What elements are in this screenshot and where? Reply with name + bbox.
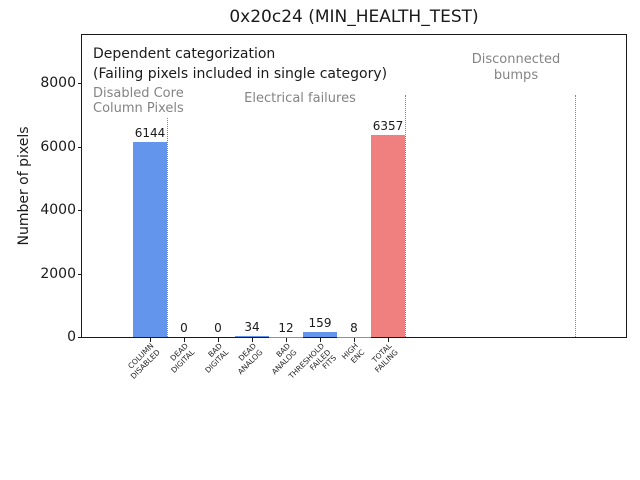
x-tick-mark (286, 338, 287, 342)
separator-line-1 (405, 95, 406, 337)
bar-value-label: 34 (244, 319, 260, 334)
bar-dead-analog (235, 335, 269, 337)
x-tick-mark (354, 338, 355, 342)
x-tick-mark (252, 338, 253, 342)
bar-value-label: 0 (180, 321, 188, 335)
bar-value-label: 6357 (372, 119, 404, 134)
bar-total-failing (371, 135, 405, 337)
y-tick-mark (78, 337, 82, 338)
x-tick-mark (388, 338, 389, 342)
y-tick-label: 8000 (40, 75, 76, 92)
bar-value-label: 12 (278, 320, 294, 335)
y-tick-mark (78, 83, 82, 85)
bar-value-label: 159 (308, 315, 332, 330)
y-tick-mark (78, 146, 82, 148)
bar-column-disabled (133, 142, 167, 337)
chart-title: 0x20c24 (MIN_HEALTH_TEST) (229, 7, 479, 27)
bar-threshold-failed-fits (303, 331, 337, 337)
x-tick-mark (184, 338, 185, 342)
x-tick-label-column-disabled: COLUMN DISABLED (126, 341, 162, 381)
bar-value-label: 6144 (134, 126, 166, 140)
x-tick-label-bad-digital: BAD DIGITAL (202, 341, 230, 375)
annotation-dependent-categorization: Dependent categorization (Failing pixels… (93, 46, 388, 82)
y-tick-mark (78, 210, 82, 212)
bar-value-label: 8 (350, 320, 358, 335)
y-tick-label: 6000 (40, 138, 76, 155)
x-tick-label-dead-analog: DEAD ANALOG (235, 341, 264, 377)
separator-line-0 (167, 118, 168, 337)
x-tick-mark (320, 338, 321, 342)
region-label-electrical-failures: Electrical failures (244, 91, 356, 106)
y-tick-label: 4000 (40, 202, 76, 219)
x-tick-label-dead-digital: DEAD DIGITAL (168, 341, 196, 375)
y-tick-mark (78, 273, 82, 275)
y-tick-label: 2000 (40, 265, 76, 282)
region-label-disabled-core-column-pixels: Disabled Core Column Pixels (93, 86, 184, 116)
bar-value-label: 0 (214, 321, 222, 335)
separator-line-2 (575, 95, 576, 337)
plot-area: 6144 0 0 34 12 159 8 6357 (81, 34, 627, 338)
x-tick-label-total-failing: TOTAL FAILING (370, 341, 400, 375)
x-tick-mark (150, 338, 151, 342)
x-tick-mark (218, 338, 219, 342)
x-tick-label-high-enc: HIGH ENC (339, 341, 366, 365)
y-tick-label: 0 (67, 329, 76, 345)
region-label-disconnected-bumps: Disconnected bumps (471, 52, 561, 83)
